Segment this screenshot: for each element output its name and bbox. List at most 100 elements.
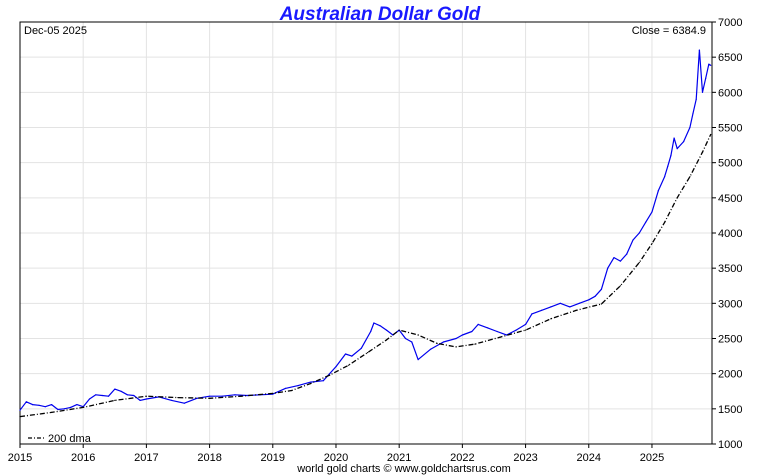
dma-point (398, 329, 400, 331)
price-point (626, 253, 628, 255)
price-point (88, 398, 91, 400)
price-point (411, 341, 413, 343)
price-point (550, 306, 552, 308)
y-tick-label: 6500 (718, 52, 742, 64)
chart-title: Australian Dollar Gold (279, 4, 481, 25)
dma-point (651, 243, 653, 245)
price-point (19, 409, 21, 411)
price-point (322, 380, 324, 382)
price-point (183, 402, 185, 404)
price-point (683, 141, 685, 143)
price-point (651, 211, 653, 213)
price-point (540, 309, 543, 311)
price-point (38, 404, 40, 406)
footer-credit: world gold charts © www.goldchartsrus.co… (296, 463, 511, 475)
price-point (25, 401, 27, 403)
price-point (664, 176, 666, 178)
price-point (344, 353, 347, 355)
price-point (695, 98, 697, 100)
price-point (31, 404, 34, 406)
x-tick-label: 2018 (197, 452, 221, 464)
y-tick-label: 3000 (718, 298, 742, 310)
price-point (335, 366, 337, 368)
price-point (692, 112, 694, 114)
dma-point (499, 336, 501, 338)
dma-point (145, 395, 147, 397)
price-point (284, 387, 286, 389)
price-point (246, 394, 249, 397)
legend: 200 dma (28, 433, 92, 445)
price-point (477, 323, 479, 325)
dma-point (51, 411, 53, 413)
price-point (632, 239, 634, 241)
price-point (430, 348, 432, 350)
price-point (44, 406, 46, 408)
dma-point (19, 416, 21, 418)
y-tick-label: 6000 (718, 87, 742, 99)
price-point (619, 260, 622, 262)
dma-point (82, 406, 84, 408)
price-point (710, 64, 712, 66)
dma-point (348, 364, 350, 366)
dma-point (209, 397, 211, 399)
price-point (310, 381, 312, 383)
price-point (657, 190, 659, 192)
dma-point (114, 399, 116, 401)
x-tick-label: 2024 (577, 452, 601, 464)
dma-point (417, 334, 419, 336)
price-point (588, 299, 590, 301)
grid (20, 22, 712, 444)
price-point (70, 406, 72, 408)
dma-point (710, 133, 712, 136)
price-point (76, 404, 78, 406)
price-point (613, 257, 615, 259)
price-point (515, 329, 517, 331)
y-tick-label: 7000 (718, 17, 742, 29)
price-point (417, 359, 419, 361)
dma-point (550, 318, 552, 320)
price-point (559, 302, 561, 304)
price-point (705, 77, 707, 79)
y-tick-label: 4500 (718, 193, 742, 205)
y-tick-label: 1500 (718, 404, 742, 416)
price-point (379, 325, 381, 327)
dma-point (701, 151, 704, 153)
x-tick-label: 2015 (8, 452, 32, 464)
price-point (455, 337, 457, 340)
dma-point (272, 392, 274, 394)
price-point (525, 323, 527, 325)
y-tick-label: 3500 (718, 263, 742, 275)
dma-point (385, 339, 388, 341)
price-point (404, 337, 407, 340)
y-axis: 1000 1500 2000 2500 3000 3500 4000 4500 5000 5500… (712, 17, 742, 451)
dma-point (310, 382, 312, 385)
close-label: Close = 6384.9 (632, 25, 706, 37)
x-tick-label: 2025 (640, 452, 664, 464)
price-point (645, 221, 647, 223)
y-tick-label: 5500 (718, 123, 742, 135)
dma-point (329, 374, 331, 376)
price-point (145, 398, 147, 400)
price-point (63, 408, 65, 410)
y-tick-label: 2000 (718, 369, 742, 381)
price-point (95, 394, 97, 396)
dma-point (291, 389, 293, 392)
dma-point (664, 221, 666, 223)
date-label: Dec-05 2025 (24, 25, 87, 37)
price-point (676, 148, 678, 150)
price-point (234, 394, 236, 396)
dma-point (436, 342, 438, 344)
price-point (594, 295, 596, 297)
price-point (297, 385, 299, 387)
price-point (101, 394, 103, 397)
x-tick-label: 2016 (71, 452, 95, 464)
series-line-200-dma (19, 134, 712, 418)
dma-point (689, 176, 691, 178)
dma-point (638, 261, 640, 264)
series-line-price (19, 49, 712, 411)
x-tick-label: 2020 (324, 452, 348, 464)
price-point (667, 165, 669, 167)
dma-point (575, 309, 577, 311)
dma-point (600, 303, 603, 305)
